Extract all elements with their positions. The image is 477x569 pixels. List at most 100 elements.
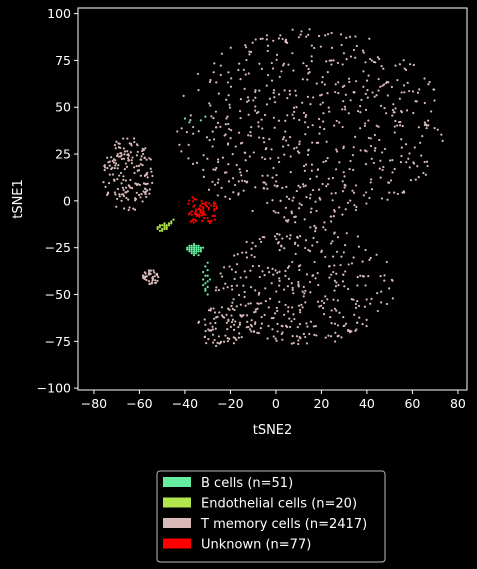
t-memory-point	[337, 92, 340, 95]
b-cell-point	[195, 244, 198, 247]
t-memory-point	[369, 181, 372, 184]
t-memory-point	[352, 168, 355, 172]
t-memory-point	[364, 284, 367, 287]
t-memory-point	[398, 124, 402, 127]
t-memory-point	[421, 135, 424, 138]
t-memory-point	[329, 215, 332, 218]
t-memory-point	[333, 264, 336, 267]
b-cell-point	[188, 244, 191, 247]
t-memory-point	[316, 168, 319, 171]
t-memory-point	[424, 122, 427, 126]
b-cell-point	[183, 117, 187, 120]
t-memory-point	[270, 61, 273, 65]
t-memory-point	[151, 174, 154, 178]
t-memory-point	[389, 179, 393, 182]
t-memory-point	[266, 49, 269, 53]
t-memory-point	[275, 53, 279, 56]
t-memory-point	[153, 281, 157, 285]
unknown-point	[193, 197, 196, 200]
t-memory-point	[110, 167, 113, 171]
t-memory-point	[302, 164, 306, 168]
x-axis-label: tSNE2	[253, 423, 293, 438]
t-memory-point	[122, 178, 125, 181]
t-memory-point	[403, 91, 406, 94]
t-memory-point	[144, 187, 147, 191]
t-memory-point	[224, 282, 227, 285]
legend-label: B cells (n=51)	[201, 476, 293, 491]
t-memory-point	[249, 302, 252, 305]
t-memory-point	[394, 64, 397, 67]
t-memory-point	[123, 150, 126, 153]
t-memory-point	[273, 126, 276, 129]
t-memory-point	[362, 194, 365, 197]
t-memory-point	[137, 183, 140, 186]
unknown-point	[199, 205, 202, 208]
t-memory-point	[145, 275, 148, 278]
t-memory-point	[122, 157, 126, 160]
t-memory-point	[285, 139, 288, 142]
t-memory-point	[324, 255, 327, 259]
t-memory-point	[266, 266, 270, 269]
t-memory-point	[305, 342, 309, 345]
endothelial-point	[158, 225, 161, 229]
t-memory-point	[239, 142, 243, 145]
t-memory-point	[280, 70, 283, 73]
t-memory-point	[239, 314, 242, 317]
t-memory-point	[343, 244, 347, 247]
t-memory-point	[279, 199, 282, 202]
t-memory-point	[125, 191, 128, 194]
t-memory-point	[359, 111, 362, 114]
t-memory-point	[119, 171, 123, 175]
t-memory-point	[180, 150, 183, 153]
t-memory-point	[315, 175, 318, 178]
t-memory-point	[383, 83, 386, 86]
t-memory-point	[344, 208, 347, 211]
t-memory-point	[283, 288, 286, 291]
t-memory-point	[259, 37, 262, 40]
t-memory-point	[137, 164, 141, 168]
t-memory-point	[318, 126, 322, 129]
t-memory-point	[237, 131, 241, 134]
t-memory-point	[348, 167, 351, 171]
t-memory-point	[436, 128, 439, 131]
t-memory-point	[120, 154, 123, 157]
t-memory-point	[331, 240, 334, 243]
t-memory-point	[333, 307, 337, 310]
t-memory-point	[233, 323, 236, 326]
t-memory-point	[333, 289, 336, 292]
b-cell-point	[206, 280, 209, 283]
t-memory-point	[409, 179, 413, 182]
t-memory-point	[351, 189, 354, 192]
endothelial-point	[163, 227, 166, 231]
b-cell-point	[199, 246, 202, 249]
t-memory-point	[216, 194, 219, 197]
t-memory-point	[216, 341, 219, 344]
t-memory-point	[208, 139, 211, 142]
t-memory-point	[223, 316, 226, 319]
t-memory-point	[334, 331, 337, 334]
b-cell-point	[186, 248, 189, 251]
t-memory-point	[275, 238, 278, 241]
t-memory-point	[238, 332, 241, 335]
x-tick-label: 80	[450, 396, 466, 411]
t-memory-point	[247, 113, 250, 116]
t-memory-point	[239, 78, 242, 81]
t-memory-point	[211, 145, 214, 148]
t-memory-point	[238, 321, 242, 324]
t-memory-point	[294, 221, 297, 224]
t-memory-point	[400, 154, 403, 158]
t-memory-point	[127, 208, 130, 212]
t-memory-point	[391, 297, 394, 300]
t-memory-point	[245, 169, 249, 173]
t-memory-point	[209, 329, 213, 332]
t-memory-point	[292, 117, 296, 120]
t-memory-point	[379, 176, 382, 179]
y-tick-label: 0	[63, 193, 71, 208]
t-memory-point	[293, 215, 296, 219]
t-memory-point	[335, 309, 338, 312]
t-memory-point	[354, 302, 358, 306]
t-memory-point	[321, 182, 324, 186]
t-memory-point	[366, 96, 369, 99]
t-memory-point	[289, 171, 292, 174]
t-memory-point	[122, 193, 125, 196]
